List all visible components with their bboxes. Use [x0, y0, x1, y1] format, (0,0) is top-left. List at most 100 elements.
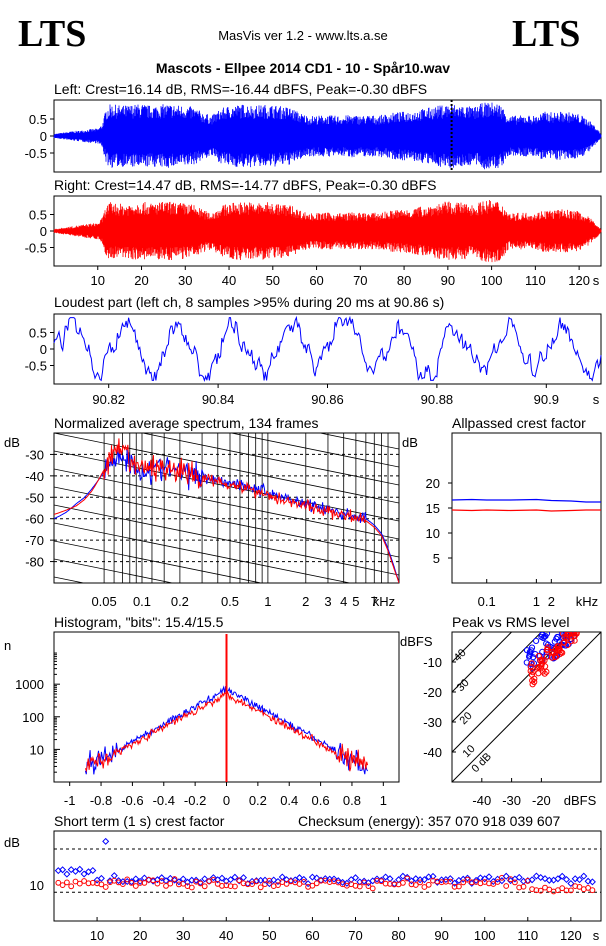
- spectrum-xlabel: kHz: [373, 594, 395, 609]
- left-waveform-ytick-label: -0.5: [25, 146, 47, 161]
- short-crest-point-right: [568, 887, 574, 894]
- spectrum-plot: [53, 432, 400, 584]
- spectrum-xtick-label: 4: [340, 594, 347, 609]
- crest-ytick-label: 15: [426, 501, 440, 516]
- short-crest-point-right: [318, 877, 324, 884]
- crest-plot: [451, 432, 602, 584]
- short-crest-point-right: [236, 877, 243, 884]
- right-waveform-xtick-label: 20: [134, 273, 148, 288]
- short-crest-point-left: [218, 874, 226, 882]
- short-crest-point-right: [257, 884, 264, 891]
- histogram-xtick-label: 0.8: [343, 793, 361, 808]
- spectrum-ytick-label: -60: [25, 512, 44, 527]
- short-crest-xtick-label: 120: [560, 928, 582, 943]
- spectrum-slope-line: [54, 433, 399, 504]
- short-crest-point-left: [321, 875, 329, 883]
- right-waveform-signal: [53, 200, 602, 263]
- histogram-xtick-label: -0.2: [184, 793, 206, 808]
- spectrum-xtick-label: 5: [352, 594, 359, 609]
- short-crest-xtick-label: 110: [517, 928, 538, 943]
- spectrum-slope-line: [54, 522, 352, 583]
- loudest-part-xtick-label: 90.84: [202, 392, 235, 407]
- short-crest-point-left: [162, 877, 170, 885]
- short-crest-point-right: [356, 883, 363, 890]
- peak-rms-point-right: [528, 660, 535, 667]
- short-crest-point-left: [231, 873, 239, 881]
- histogram-title: Histogram, "bits": 15.4/15.5: [54, 614, 224, 630]
- peak-rms-xtick-label: -30: [502, 793, 521, 808]
- right-waveform-xtick-label: 100: [481, 273, 503, 288]
- short-crest-point-left: [76, 865, 84, 873]
- right-waveform-xtick-label: 40: [222, 273, 236, 288]
- spectrum-ytick-label: -30: [25, 447, 44, 462]
- short-crest-point-right: [128, 880, 135, 886]
- short-crest-point-left: [110, 872, 118, 880]
- spectrum-slope-line: [54, 504, 399, 576]
- peak-rms-title: Peak vs RMS level: [452, 614, 569, 630]
- loudest-part-plot: [53, 313, 602, 385]
- short-crest-point-left: [201, 875, 209, 883]
- peak-rms-point-right: [544, 646, 551, 653]
- peak-rms-xtick-label: -40: [472, 793, 491, 808]
- peak-rms-point-left: [528, 644, 536, 651]
- peak-rms-diagonal: [452, 632, 572, 753]
- peak-rms-xtick-label: -20: [532, 793, 551, 808]
- histogram-ylabel: n: [4, 638, 11, 653]
- short-crest-point-right: [412, 882, 419, 888]
- peak-rms-point-right: [544, 644, 551, 651]
- histogram-xtick-label: -0.8: [90, 793, 112, 808]
- loudest-part-xtick-label: 90.82: [92, 392, 125, 407]
- short-crest-point-left: [558, 872, 566, 880]
- short-crest-point-left: [59, 866, 67, 874]
- short-crest-point-right: [68, 883, 75, 890]
- short-crest-point-left: [588, 878, 596, 886]
- short-crest-xtick-label: 40: [219, 928, 233, 943]
- logo-right: LTS: [512, 13, 580, 55]
- short-crest-point-left: [580, 872, 588, 880]
- peak-rms-point-right: [529, 669, 536, 676]
- short-crest-point-left: [515, 873, 523, 881]
- peak-rms-point-left: [543, 632, 551, 637]
- short-crest-point-left: [313, 874, 321, 882]
- short-crest-point-left: [102, 837, 110, 845]
- short-crest-point-left: [416, 876, 424, 884]
- spectrum-xtick-label: 1: [264, 594, 271, 609]
- peak-rms-point-right: [560, 639, 567, 646]
- spectrum-xtick-label: 0.2: [171, 594, 189, 609]
- short-crest-point-right: [210, 877, 217, 883]
- peak-rms-diagonal: [452, 632, 513, 693]
- right-waveform-xtick-label: 60: [309, 273, 323, 288]
- short-crest-point-left: [291, 876, 299, 884]
- right-waveform-xtick-label: 90: [441, 273, 455, 288]
- short-crest-point-right: [275, 882, 281, 888]
- short-crest-point-left: [97, 874, 105, 882]
- peak-rms-point-right: [556, 645, 563, 652]
- short-crest-point-right: [585, 885, 591, 891]
- spectrum-xtick-label: 7: [371, 594, 378, 609]
- short-crest-point-right: [197, 880, 204, 887]
- short-crest-plot: [53, 830, 602, 922]
- short-crest-point-left: [425, 873, 433, 881]
- right-waveform-ytick-label: 0.5: [29, 208, 47, 223]
- spectrum-slope-line: [318, 433, 399, 450]
- spectrum-ytick-label: -50: [25, 490, 44, 505]
- short-crest-xtick-label: 70: [348, 928, 362, 943]
- right-waveform-ytick-label: -0.5: [25, 241, 47, 256]
- peak-rms-plot: [451, 631, 602, 783]
- short-crest-xtick-label: 30: [176, 928, 190, 943]
- spectrum-ytick-label: -40: [25, 469, 44, 484]
- short-crest-point-left: [584, 877, 592, 885]
- peak-rms-point-right: [543, 668, 550, 675]
- peak-rms-xlabel: dBFS: [564, 793, 597, 808]
- short-crest-xtick-label: 100: [474, 928, 496, 943]
- peak-rms-area: [452, 632, 601, 782]
- peak-rms-point-left: [526, 650, 533, 657]
- right-waveform-xtick-label: 120: [568, 273, 590, 288]
- spectrum-xtick-label: 0.05: [91, 594, 116, 609]
- crest-ytick-label: 10: [426, 526, 440, 541]
- spectrum-title: Normalized average spectrum, 134 frames: [54, 415, 319, 431]
- short-crest-point-left: [89, 866, 97, 875]
- short-crest-point-left: [429, 872, 437, 880]
- left-waveform-ytick-label: 0: [40, 129, 47, 144]
- crest-title: Allpassed crest factor: [452, 415, 586, 431]
